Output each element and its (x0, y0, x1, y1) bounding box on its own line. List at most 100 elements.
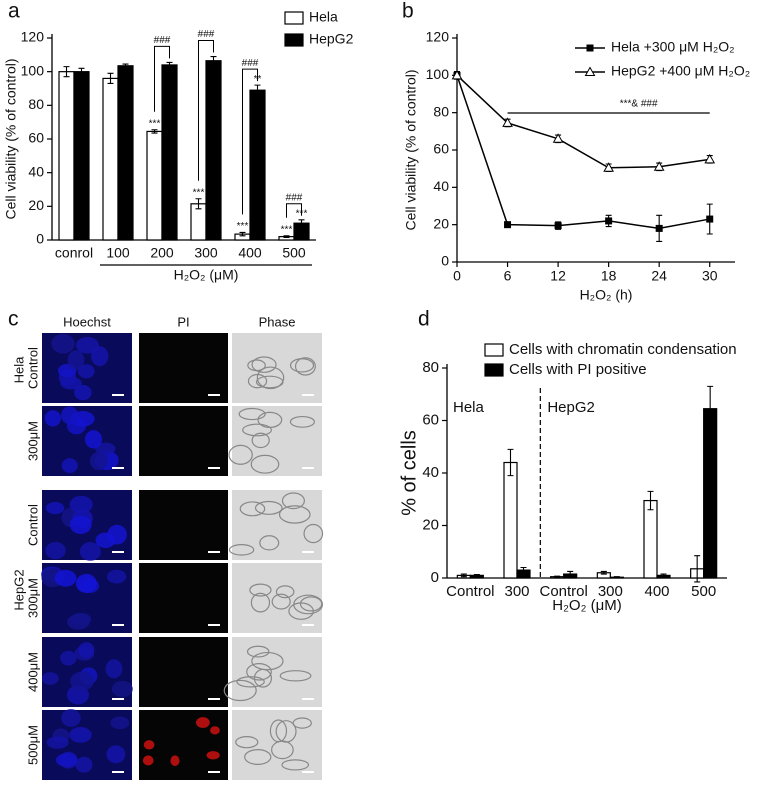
row-label: 400μM (25, 652, 40, 692)
error-bar (460, 573, 467, 578)
micrograph (232, 710, 322, 780)
nucleus (89, 451, 108, 471)
error-bar (239, 231, 246, 237)
panel-label: b (402, 0, 414, 23)
cell-outline (257, 411, 283, 428)
nucleus (51, 333, 75, 354)
micrograph (139, 563, 228, 633)
bar (146, 130, 163, 241)
cell-outline (275, 720, 297, 743)
legend-swatch (484, 363, 504, 377)
cell-outline (250, 454, 280, 474)
y-tick-label: 60 (433, 141, 449, 157)
bar (249, 89, 266, 241)
row-label: 300μM (25, 578, 40, 618)
panel-label: d (418, 308, 430, 331)
nucleus (69, 515, 92, 535)
nucleus (45, 541, 66, 560)
bar (703, 408, 718, 579)
row-label: 300μM (25, 421, 40, 461)
line (456, 75, 710, 230)
error-bar (600, 570, 607, 575)
pi-signal (142, 755, 154, 766)
cell-outline (288, 602, 314, 620)
y-tick-label: 80 (433, 103, 449, 119)
pi-signal (196, 717, 210, 728)
panel-label: a (8, 0, 20, 23)
line (456, 74, 710, 169)
cell-outline (249, 583, 272, 597)
nucleus (45, 501, 65, 515)
nucleus (61, 458, 78, 474)
comparison-bracket (154, 45, 170, 112)
group-label: Hela (453, 399, 485, 416)
cell-outline (251, 651, 284, 671)
nucleus (95, 442, 116, 455)
nucleus (60, 406, 79, 425)
significance-label: *** (281, 224, 293, 235)
row-label: Control (25, 504, 40, 546)
comparison-label: ### (154, 35, 171, 46)
legend-label: HepG2 +400 μM H₂O₂ (611, 63, 750, 79)
cell-outline (292, 717, 312, 729)
cell-outline (275, 585, 295, 599)
nucleus (67, 350, 85, 370)
nucleus (78, 642, 95, 658)
bar (643, 499, 658, 579)
micrograph (139, 637, 228, 707)
nucleus (77, 364, 95, 379)
marker (706, 215, 714, 223)
y-tick-label: 0 (431, 569, 439, 586)
nucleus (69, 727, 92, 743)
column-header: Hoechst (63, 314, 111, 329)
y-axis-title: Cell viability (% of control) (3, 58, 19, 219)
significance-label: *** (237, 221, 249, 232)
nucleus (105, 659, 123, 679)
y-axis-title: Cell viability (% of control) (403, 69, 419, 230)
x-tick-label: 300 (194, 245, 218, 261)
bar (73, 71, 90, 241)
marker (502, 117, 513, 127)
row-label: 500μM (25, 725, 40, 765)
cell-outline (259, 535, 280, 551)
cell-outline (299, 596, 323, 612)
cell-outline (278, 505, 311, 524)
x-axis-title: H₂O₂ (μM) (552, 597, 621, 614)
bar (503, 461, 518, 579)
bar (205, 60, 222, 241)
x-tick-label: 400 (644, 583, 669, 600)
error-bar (554, 575, 561, 578)
row-label: Control (25, 347, 40, 389)
y-tick-label: 80 (28, 96, 44, 112)
bar (102, 77, 119, 241)
cell-outline (239, 501, 266, 517)
error-bar (507, 448, 514, 477)
x-axis-title: H₂O₂ (h) (580, 287, 633, 303)
cell-outline (289, 415, 315, 428)
bar (58, 71, 75, 241)
legend-swatch (284, 33, 304, 47)
error-bar (107, 72, 114, 84)
error-bar (254, 84, 261, 96)
cell-outline (246, 645, 270, 658)
x-tick-label: conrol (55, 245, 93, 261)
y-tick-label: 120 (21, 29, 45, 45)
error-bar (210, 55, 217, 66)
x-tick-label: Control (539, 583, 587, 600)
column-header: PI (177, 314, 189, 329)
pi-signal (210, 726, 220, 735)
nucleus (84, 430, 102, 449)
micrograph (232, 563, 322, 633)
x-tick-label: 6 (504, 268, 512, 284)
marker (451, 69, 463, 80)
error-bar (473, 574, 480, 577)
comparison-bracket (286, 203, 302, 218)
x-tick-label: 100 (106, 245, 130, 261)
error-bar (283, 235, 290, 239)
x-tick-label: 300 (504, 583, 529, 600)
x-tick-label: 0 (453, 268, 461, 284)
cell-outline (247, 373, 268, 389)
nucleus (41, 672, 59, 685)
error-bar (122, 63, 129, 69)
pi-signal (206, 751, 220, 760)
